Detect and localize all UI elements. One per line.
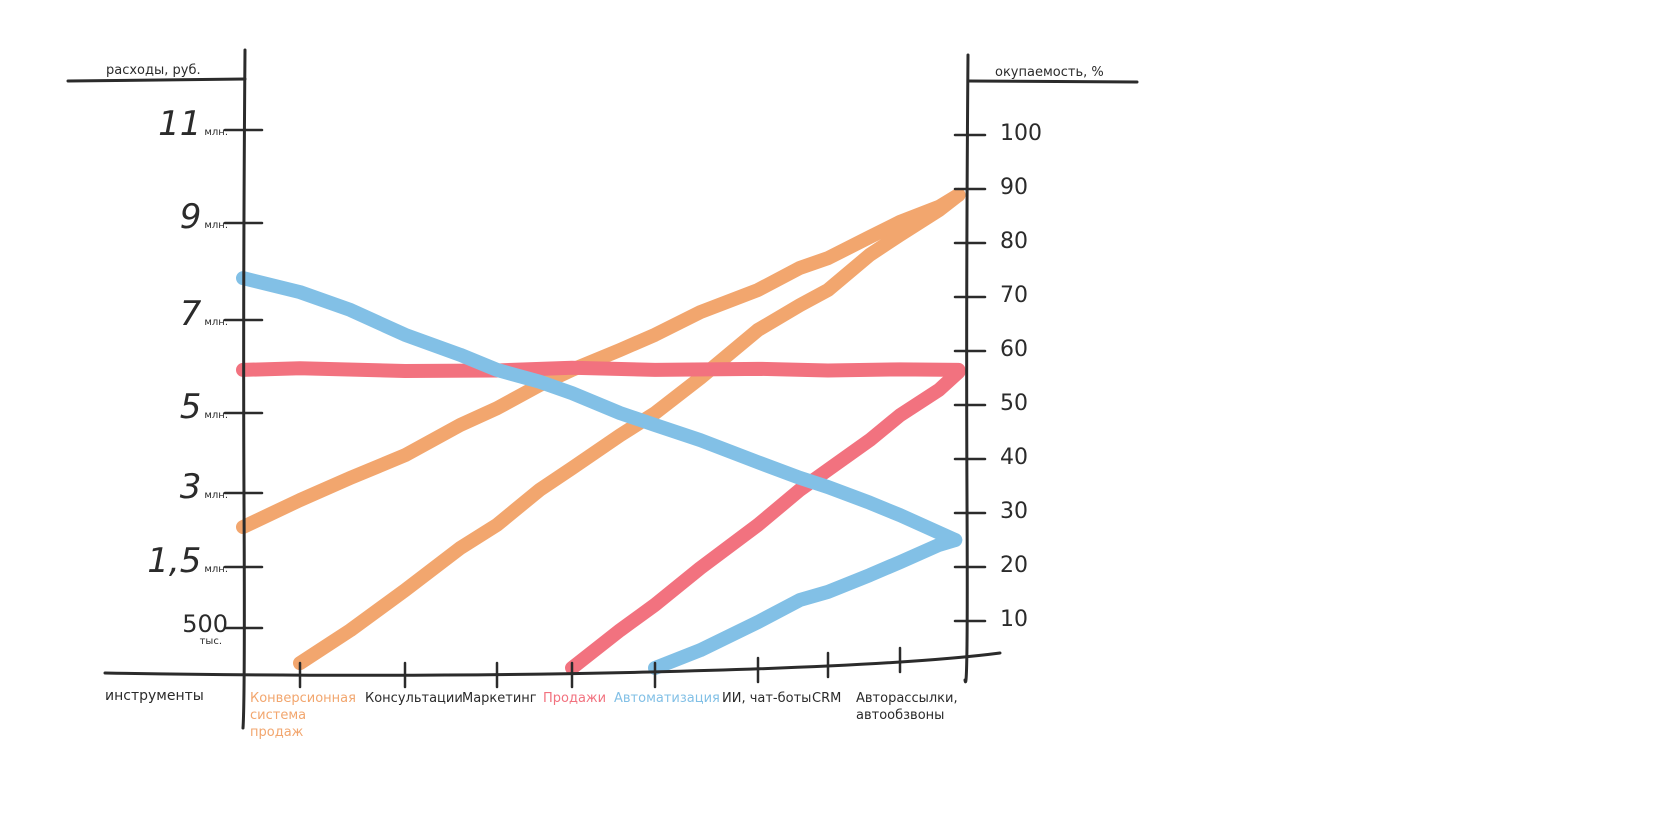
left-tick-unit: млн. [204, 490, 228, 501]
left-tick-value: 1,5 [147, 541, 202, 581]
series-line-orange-cost [236, 187, 966, 535]
left-tick-label: 500 тыс. [182, 610, 228, 647]
right-tick-label: 40 [1000, 445, 1028, 470]
category-label: Маркетинг [462, 691, 537, 706]
left-tick-unit: млн. [204, 127, 228, 138]
series-line-blue-roi [648, 533, 963, 675]
right-tick-label: 10 [1000, 607, 1028, 632]
left-tick-label: 1,5 млн. [147, 541, 228, 581]
left-tick-label: 5 млн. [180, 387, 228, 427]
series-line-blue-cost [236, 271, 963, 547]
series-line-orange-roi [293, 187, 966, 671]
category-label: Авторассылки, автообзвоны [856, 691, 958, 723]
left-axis [241, 48, 247, 730]
x-axis-title: инструменты [105, 688, 204, 704]
left-tick-value: 5 [179, 387, 202, 427]
left-tick-unit: млн. [204, 317, 228, 328]
left-title-underline [66, 77, 247, 83]
x-axis [103, 651, 1002, 677]
left-tick-value: 500 [182, 610, 228, 638]
series-line-red-cost [236, 360, 966, 378]
category-label: ИИ, чат-боты [722, 691, 812, 706]
right-tick-label: 60 [1000, 337, 1028, 362]
right-tick-label: 50 [1000, 391, 1028, 416]
left-tick-unit: млн. [204, 220, 228, 231]
left-tick-unit: млн. [204, 410, 228, 421]
left-tick-unit: млн. [204, 564, 228, 575]
left-tick-value: 11 [158, 104, 202, 144]
category-label: Продажи [543, 691, 607, 706]
category-label: Автоматизация [614, 691, 720, 706]
left-tick-value: 3 [179, 467, 202, 507]
right-tick-label: 100 [1000, 121, 1042, 146]
ticks [223, 128, 987, 689]
right-tick-label: 70 [1000, 283, 1028, 308]
left-tick-value: 9 [179, 197, 202, 237]
right-tick-label: 80 [1000, 229, 1028, 254]
right-axis [963, 53, 970, 684]
right-tick-label: 30 [1000, 499, 1028, 524]
series-layer [236, 187, 966, 675]
right-axis-title: окупаемость, % [995, 65, 1104, 80]
category-label: CRM [812, 691, 842, 706]
left-axis-title: расходы, руб. [106, 63, 201, 78]
category-label: Конверсионная система продаж [250, 691, 356, 740]
right-tick-label: 20 [1000, 553, 1028, 578]
right-title-underline [966, 79, 1139, 84]
category-label: Консультации [365, 691, 463, 706]
left-tick-label: 9 млн. [180, 197, 228, 237]
left-tick-label: 11 млн. [158, 104, 228, 144]
left-tick-label: 3 млн. [180, 467, 228, 507]
left-tick-value: 7 [179, 294, 202, 334]
left-tick-unit: тыс. [199, 636, 222, 647]
right-tick-label: 90 [1000, 175, 1028, 200]
left-tick-label: 7 млн. [180, 294, 228, 334]
series-line-red-roi [565, 365, 966, 675]
